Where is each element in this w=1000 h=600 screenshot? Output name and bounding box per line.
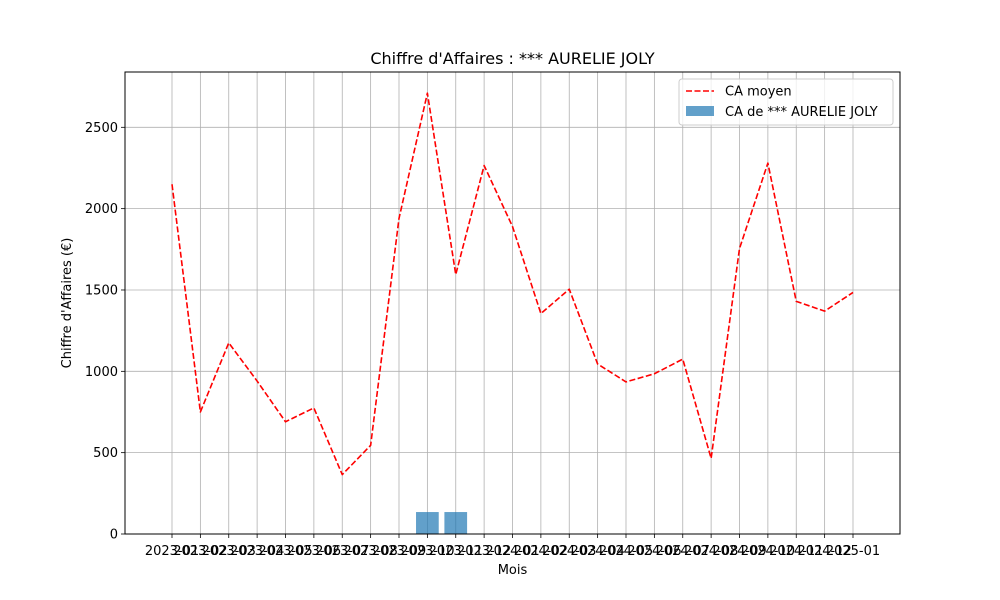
bar-2023-10 [416,512,439,534]
x-tick-label: 2023-09 [372,544,426,559]
y-axis-ticks: 0 500 1000 1500 2000 2500 [85,121,125,543]
x-axis-ticks: 2023-012023-022023-032023-042023-052023-… [145,534,880,559]
bar-series [416,512,468,534]
legend: CA moyen CA de *** AURELIE JOLY [678,78,894,126]
x-tick-label: 2024-07 [656,544,710,559]
x-tick-label: 2023-06 [287,544,341,559]
x-tick-label: 2024-03 [542,544,596,559]
x-tick-label: 2024-12 [797,544,851,559]
legend-label-ca-client: CA de *** AURELIE JOLY [725,105,878,120]
x-tick-label: 2023-08 [343,544,397,559]
x-tick-label: 2023-03 [202,544,256,559]
x-tick-label: 2024-06 [627,544,681,559]
line-series [171,92,854,476]
x-tick-label: 2024-11 [769,544,823,559]
x-tick-label: 2023-12 [457,544,511,559]
x-tick-label: 2024-09 [712,544,766,559]
x-tick-label: 2023-04 [230,544,284,559]
x-tick-label: 2023-10 [400,544,454,559]
y-tick-label: 500 [93,446,118,461]
legend-label-ca-moyen: CA moyen [725,85,792,100]
x-tick-label: 2023-02 [173,544,227,559]
x-tick-label: 2023-07 [315,544,369,559]
x-tick-label: 2024-05 [599,544,653,559]
x-axis-label: Mois [498,563,528,578]
bar-2023-11 [444,512,468,534]
y-tick-label: 0 [110,528,118,543]
x-tick-label: 2023-05 [258,544,312,559]
x-tick-label: 2024-08 [684,544,738,559]
y-tick-label: 1500 [85,283,118,298]
y-tick-label: 2000 [85,202,118,217]
chart-title: Chiffre d'Affaires : *** AURELIE JOLY [370,49,655,68]
x-tick-label: 2024-04 [570,544,624,559]
y-axis-label: Chiffre d'Affaires (€) [60,238,75,369]
line-ca-moyen [171,92,854,476]
legend-box [678,78,894,126]
x-tick-label: 2024-02 [514,544,568,559]
x-tick-label: 2025-01 [826,544,880,559]
x-tick-label: 2024-10 [741,544,795,559]
y-tick-label: 2500 [85,121,118,136]
x-tick-label: 2023-01 [145,544,199,559]
x-tick-label: 2024-01 [485,544,539,559]
y-tick-label: 1000 [85,365,118,380]
legend-bar-swatch [686,106,714,116]
x-tick-label: 2023-11 [429,544,483,559]
